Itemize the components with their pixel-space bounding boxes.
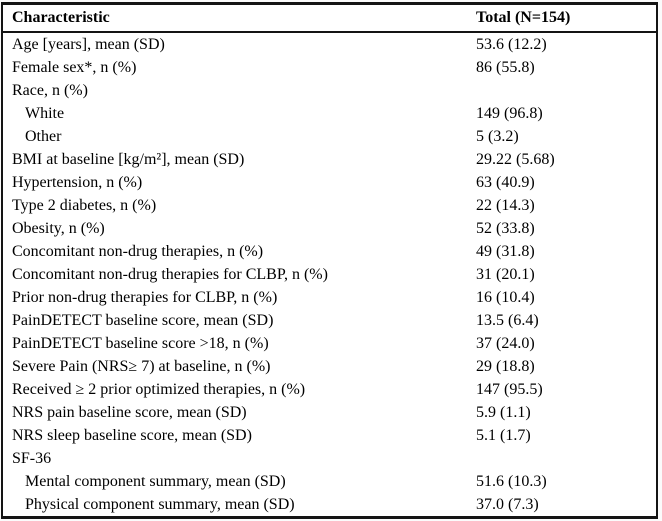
row-label: NRS pain baseline score, mean (SD): [12, 404, 247, 421]
row-value: 53.6 (12.2): [476, 36, 547, 53]
row-value: 31 (20.1): [476, 266, 535, 283]
table-body: Age [years], mean (SD) 53.6 (12.2) Femal…: [3, 33, 656, 516]
row-label: NRS sleep baseline score, mean (SD): [12, 427, 252, 444]
row-value: 29 (18.8): [476, 358, 535, 375]
row-value: 49 (31.8): [476, 243, 535, 260]
table-row: Race, n (%): [3, 79, 656, 102]
table-row: Concomitant non-drug therapies, n (%) 49…: [3, 240, 656, 263]
row-value: 51.6 (10.3): [476, 473, 547, 490]
row-value: 147 (95.5): [476, 381, 543, 398]
row-label: Female sex*, n (%): [12, 59, 137, 76]
row-label: Physical component summary, mean (SD): [25, 496, 295, 513]
row-label: PainDETECT baseline score >18, n (%): [12, 335, 269, 352]
header-total: Total (N=154): [476, 9, 571, 26]
table-row: BMI at baseline [kg/m²], mean (SD) 29.22…: [3, 148, 656, 171]
row-label: White: [25, 105, 65, 122]
row-label: Severe Pain (NRS≥ 7) at baseline, n (%): [12, 358, 271, 375]
row-value: 22 (14.3): [476, 197, 535, 214]
row-value: 5 (3.2): [476, 128, 519, 145]
table-row: PainDETECT baseline score, mean (SD) 13.…: [3, 309, 656, 332]
row-value: 52 (33.8): [476, 220, 535, 237]
row-label: BMI at baseline [kg/m²], mean (SD): [12, 151, 245, 168]
row-label: Prior non-drug therapies for CLBP, n (%): [12, 289, 278, 306]
table-header-row: Characteristic Total (N=154): [3, 5, 656, 33]
table-row: Hypertension, n (%) 63 (40.9): [3, 171, 656, 194]
row-label: Other: [25, 128, 62, 145]
row-label: Race, n (%): [12, 82, 88, 99]
row-label: SF-36: [12, 450, 52, 467]
row-value: 5.9 (1.1): [476, 404, 531, 421]
table-row: Female sex*, n (%) 86 (55.8): [3, 56, 656, 79]
table-row: SF-36: [3, 447, 656, 470]
row-value: 13.5 (6.4): [476, 312, 539, 329]
row-value: 37 (24.0): [476, 335, 535, 352]
row-label: Concomitant non-drug therapies for CLBP,…: [12, 266, 328, 283]
table-row: Age [years], mean (SD) 53.6 (12.2): [3, 33, 656, 56]
row-value: 149 (96.8): [476, 105, 543, 122]
row-label: Type 2 diabetes, n (%): [12, 197, 157, 214]
row-label: Age [years], mean (SD): [12, 36, 165, 53]
row-label: PainDETECT baseline score, mean (SD): [12, 312, 274, 329]
table-row: Mental component summary, mean (SD) 51.6…: [3, 470, 656, 493]
table-row: Received ≥ 2 prior optimized therapies, …: [3, 378, 656, 401]
row-label: Mental component summary, mean (SD): [25, 473, 286, 490]
table-row: Type 2 diabetes, n (%) 22 (14.3): [3, 194, 656, 217]
row-value: 86 (55.8): [476, 59, 535, 76]
table-row: Physical component summary, mean (SD) 37…: [3, 493, 656, 516]
row-value: 16 (10.4): [476, 289, 535, 306]
row-value: 5.1 (1.7): [476, 427, 531, 444]
header-characteristic: Characteristic: [12, 9, 110, 26]
table-row: Prior non-drug therapies for CLBP, n (%)…: [3, 286, 656, 309]
row-label: Obesity, n (%): [12, 220, 105, 237]
row-value: 63 (40.9): [476, 174, 535, 191]
table-row: White 149 (96.8): [3, 102, 656, 125]
table-row: NRS sleep baseline score, mean (SD) 5.1 …: [3, 424, 656, 447]
table-row: Severe Pain (NRS≥ 7) at baseline, n (%) …: [3, 355, 656, 378]
row-value: 37.0 (7.3): [476, 496, 539, 513]
table-row: Obesity, n (%) 52 (33.8): [3, 217, 656, 240]
row-label: Hypertension, n (%): [12, 174, 143, 191]
row-label: Received ≥ 2 prior optimized therapies, …: [12, 381, 306, 398]
row-value: 29.22 (5.68): [476, 151, 555, 168]
row-label: Concomitant non-drug therapies, n (%): [12, 243, 264, 260]
table-row: NRS pain baseline score, mean (SD) 5.9 (…: [3, 401, 656, 424]
table-row: Concomitant non-drug therapies for CLBP,…: [3, 263, 656, 286]
table-row: Other 5 (3.2): [3, 125, 656, 148]
table-row: PainDETECT baseline score >18, n (%) 37 …: [3, 332, 656, 355]
